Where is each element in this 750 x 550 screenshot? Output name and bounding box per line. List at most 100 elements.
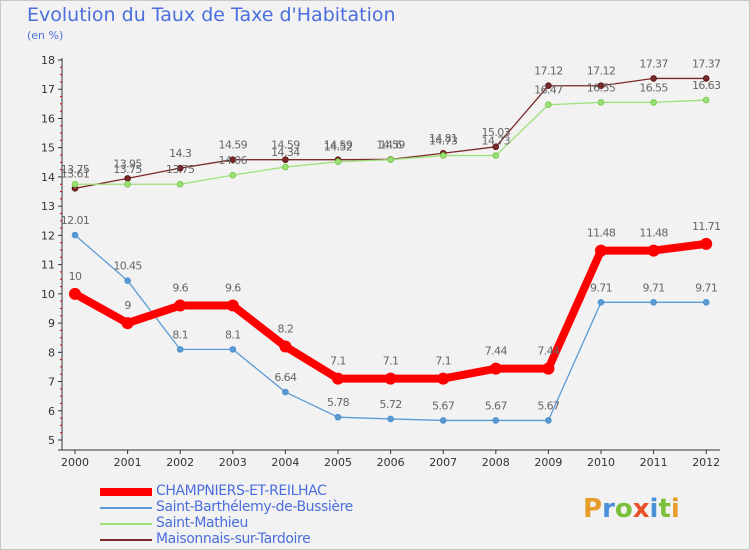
x-tick-label: 2007 <box>429 456 457 469</box>
data-label-champniers-et-reilhac: 9.6 <box>172 282 188 295</box>
x-tick-label: 2001 <box>114 456 142 469</box>
data-label-saint-barthelemy-de-bussiere: 9.71 <box>643 281 665 294</box>
data-point-maisonnais-sur-tardoire <box>176 164 184 172</box>
data-point-champniers-et-reilhac <box>542 362 555 375</box>
data-point-saint-barthelemy-de-bussiere <box>597 299 605 306</box>
data-label-maisonnais-sur-tardoire: 17.12 <box>587 65 616 78</box>
data-label-saint-barthelemy-de-bussiere: 12.01 <box>61 214 90 227</box>
legend-swatch <box>100 523 152 525</box>
data-point-saint-mathieu <box>650 99 657 106</box>
data-label-maisonnais-sur-tardoire: 17.37 <box>692 57 721 70</box>
data-label-saint-mathieu: 14.06 <box>219 154 248 167</box>
data-point-saint-barthelemy-de-bussiere <box>229 346 237 353</box>
x-tick-label: 2005 <box>324 456 352 469</box>
data-point-maisonnais-sur-tardoire <box>492 143 500 151</box>
data-point-maisonnais-sur-tardoire <box>282 156 289 163</box>
data-point-saint-mathieu <box>387 156 394 163</box>
data-label-saint-mathieu: 14.73 <box>429 135 458 148</box>
x-tick-label: 2008 <box>482 456 510 469</box>
x-tick-label: 2011 <box>640 456 668 469</box>
data-label-champniers-et-reilhac: 7.44 <box>537 345 560 358</box>
y-tick-label: 5 <box>48 434 55 447</box>
chart-title: Evolution du Taux de Taxe d'Habitation <box>27 4 396 26</box>
data-point-saint-mathieu <box>229 171 237 179</box>
data-point-saint-barthelemy-de-bussiere <box>387 415 394 423</box>
data-label-saint-barthelemy-de-bussiere: 5.67 <box>485 399 508 412</box>
data-point-saint-barthelemy-de-bussiere <box>439 417 447 424</box>
y-tick-label: 11 <box>41 259 55 272</box>
data-point-saint-mathieu <box>702 96 710 104</box>
data-label-saint-barthelemy-de-bussiere: 5.78 <box>327 396 350 409</box>
legend-swatch <box>100 507 152 509</box>
data-point-maisonnais-sur-tardoire <box>650 75 657 82</box>
x-tick-label: 2009 <box>534 456 562 469</box>
data-label-saint-barthelemy-de-bussiere: 6.64 <box>274 371 297 384</box>
data-label-maisonnais-sur-tardoire: 17.12 <box>534 65 563 78</box>
data-label-champniers-et-reilhac: 11.71 <box>692 220 721 233</box>
data-label-saint-mathieu: 14.34 <box>271 146 300 159</box>
data-label-maisonnais-sur-tardoire: 14.59 <box>324 139 353 152</box>
data-label-champniers-et-reilhac: 10 <box>69 270 82 283</box>
data-point-saint-barthelemy-de-bussiere <box>334 413 342 421</box>
x-tick-label: 2006 <box>377 456 405 469</box>
data-label-saint-mathieu: 13.75 <box>113 163 142 176</box>
data-point-saint-barthelemy-de-bussiere <box>545 417 552 424</box>
data-label-saint-barthelemy-de-bussiere: 8.1 <box>225 328 241 341</box>
y-tick-label: 12 <box>41 229 55 242</box>
series-line-saint-barthelemy-de-bussiere <box>74 234 707 422</box>
data-label-champniers-et-reilhac: 9.6 <box>225 282 241 295</box>
data-label-maisonnais-sur-tardoire: 17.37 <box>639 57 668 70</box>
data-label-saint-mathieu: 16.47 <box>534 84 563 97</box>
data-point-champniers-et-reilhac <box>647 244 660 257</box>
data-label-champniers-et-reilhac: 7.1 <box>383 355 399 368</box>
data-point-saint-barthelemy-de-bussiere <box>282 388 289 396</box>
data-label-champniers-et-reilhac: 8.2 <box>278 322 294 335</box>
data-label-champniers-et-reilhac: 11.48 <box>587 227 616 240</box>
y-tick-label: 13 <box>41 200 55 213</box>
data-point-saint-barthelemy-de-bussiere <box>702 299 710 306</box>
data-point-champniers-et-reilhac <box>595 244 607 257</box>
data-label-saint-mathieu: 13.75 <box>61 163 90 176</box>
data-label-maisonnais-sur-tardoire: 14.6 <box>380 138 403 151</box>
data-label-maisonnais-sur-tardoire: 13.95 <box>113 157 142 170</box>
x-tick-label: 2004 <box>271 456 299 469</box>
data-point-champniers-et-reilhac <box>174 299 187 312</box>
data-point-maisonnais-sur-tardoire <box>229 156 237 163</box>
data-label-maisonnais-sur-tardoire: 15.03 <box>482 126 511 139</box>
data-label-saint-barthelemy-de-bussiere: 10.45 <box>113 260 142 273</box>
data-label-saint-barthelemy-de-bussiere: 8.1 <box>172 328 188 341</box>
x-tick-label: 2010 <box>587 456 615 469</box>
data-point-champniers-et-reilhac <box>226 299 239 312</box>
data-label-maisonnais-sur-tardoire: 14.59 <box>219 139 248 152</box>
data-point-saint-mathieu <box>492 152 500 159</box>
data-label-maisonnais-sur-tardoire: 14.3 <box>169 147 192 160</box>
data-label-champniers-et-reilhac: 11.48 <box>639 227 668 240</box>
data-point-champniers-et-reilhac <box>121 317 134 330</box>
x-tick-label: 2003 <box>219 456 247 469</box>
proxiti-logo: Proxiti <box>583 494 680 524</box>
legend-swatch <box>100 539 152 541</box>
data-point-saint-mathieu <box>124 180 131 188</box>
data-point-champniers-et-reilhac <box>489 362 502 375</box>
data-label-saint-mathieu: 14.59 <box>376 139 405 152</box>
data-point-saint-mathieu <box>545 101 552 109</box>
x-tick-label: 2012 <box>692 456 720 469</box>
data-point-champniers-et-reilhac <box>437 372 450 385</box>
x-tick-label: 2000 <box>61 456 89 469</box>
x-tick-label: 2002 <box>166 456 194 469</box>
legend-swatch <box>100 488 152 496</box>
legend-label: Saint-Barthélemy-de-Bussière <box>156 499 353 515</box>
data-point-maisonnais-sur-tardoire <box>597 82 605 90</box>
data-point-champniers-et-reilhac <box>332 372 344 385</box>
data-label-champniers-et-reilhac: 9 <box>124 299 131 312</box>
data-label-saint-barthelemy-de-bussiere: 9.71 <box>590 281 612 294</box>
data-label-champniers-et-reilhac: 7.1 <box>435 355 451 368</box>
data-point-champniers-et-reilhac <box>279 340 292 353</box>
y-tick-label: 15 <box>41 142 55 155</box>
legend-label: Maisonnais-sur-Tardoire <box>156 531 311 547</box>
data-label-saint-mathieu: 16.55 <box>639 81 668 94</box>
y-tick-label: 17 <box>41 83 55 96</box>
data-point-saint-mathieu <box>334 158 342 166</box>
